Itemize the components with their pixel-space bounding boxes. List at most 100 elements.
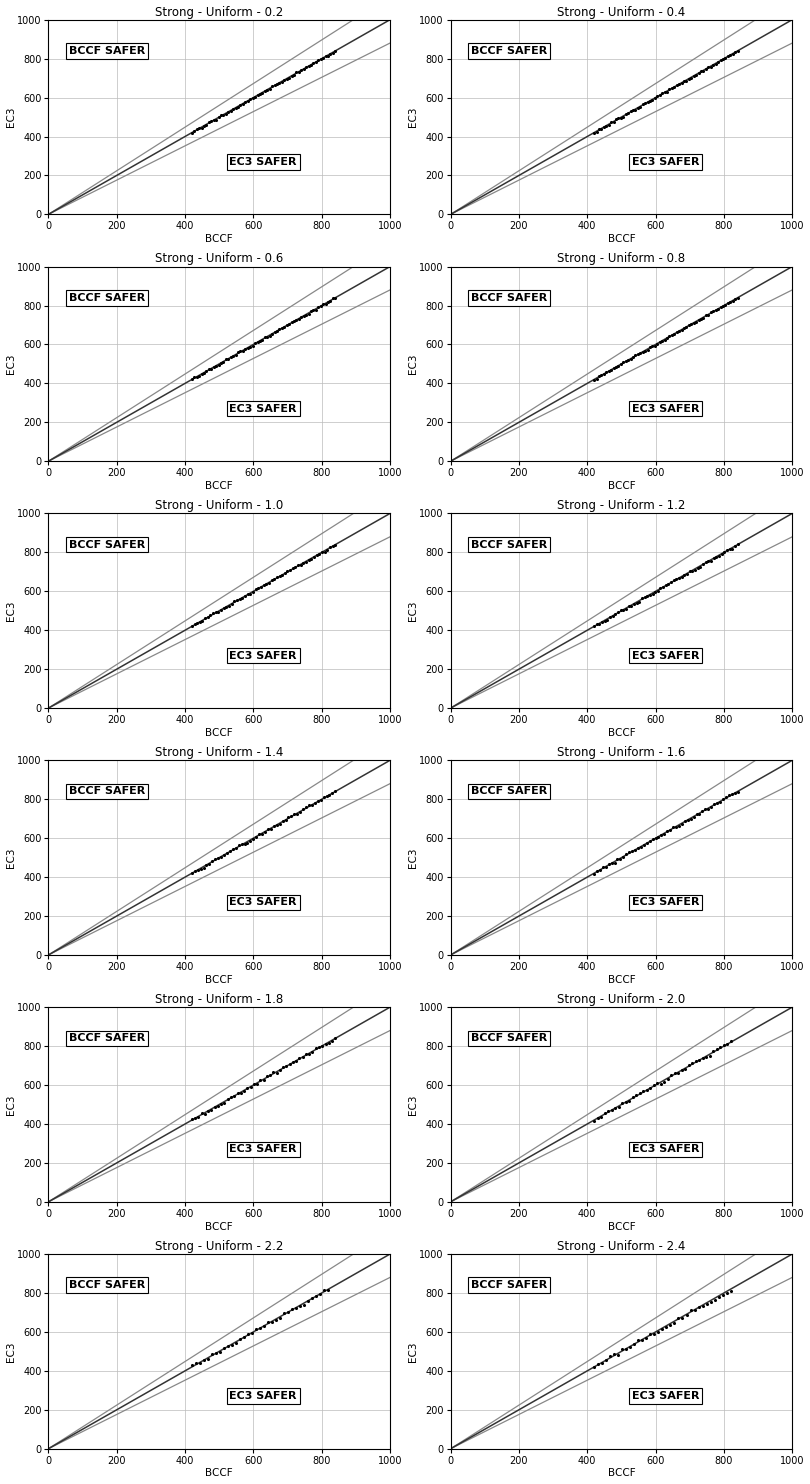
Text: EC3 SAFER: EC3 SAFER: [229, 157, 297, 166]
Point: [727, 42, 740, 65]
Point: [314, 295, 327, 319]
Point: [697, 59, 710, 83]
Point: [670, 815, 683, 838]
Point: [223, 594, 236, 617]
Point: [723, 537, 736, 561]
Point: [636, 340, 649, 364]
Point: [215, 1092, 228, 1116]
Point: [195, 1101, 208, 1125]
Point: [640, 1077, 653, 1101]
Point: [237, 1079, 250, 1103]
Point: [227, 344, 240, 368]
Point: [644, 1076, 657, 1100]
Point: [241, 335, 254, 359]
Point: [229, 96, 242, 120]
Point: [612, 601, 625, 625]
Point: [252, 576, 265, 600]
Point: [704, 1291, 717, 1315]
Point: [246, 334, 259, 358]
Point: [632, 1328, 645, 1352]
Point: [294, 1294, 307, 1318]
Point: [285, 64, 298, 88]
Point: [641, 583, 654, 607]
Point: [206, 849, 219, 873]
Point: [633, 95, 646, 119]
Point: [194, 610, 207, 634]
Point: [266, 1310, 279, 1334]
Point: [288, 309, 301, 332]
Point: [604, 111, 617, 135]
Point: [646, 827, 659, 850]
Text: BCCF SAFER: BCCF SAFER: [471, 46, 548, 56]
Point: [628, 592, 641, 616]
Point: [263, 77, 276, 101]
Point: [302, 548, 315, 571]
Point: [210, 353, 223, 377]
Point: [616, 105, 629, 129]
Point: [699, 797, 712, 821]
Point: [671, 1061, 684, 1085]
Point: [594, 858, 607, 881]
Point: [326, 781, 339, 804]
Point: [592, 117, 605, 141]
Point: [690, 62, 703, 86]
Point: [279, 807, 292, 831]
Point: [296, 797, 309, 821]
Y-axis label: EC3: EC3: [6, 601, 15, 620]
Point: [317, 292, 330, 316]
Point: [649, 580, 662, 604]
Point: [685, 312, 698, 335]
Point: [628, 1333, 641, 1356]
Point: [665, 76, 678, 99]
Point: [324, 42, 337, 65]
Point: [247, 1071, 260, 1095]
Point: [696, 798, 709, 822]
Point: [241, 831, 254, 855]
Point: [261, 79, 274, 102]
Point: [603, 605, 616, 629]
Point: [238, 585, 251, 608]
Point: [193, 364, 206, 387]
Point: [249, 577, 262, 601]
Point: [629, 98, 642, 122]
Point: [611, 847, 624, 871]
Point: [612, 1095, 625, 1119]
Point: [300, 303, 313, 326]
Point: [700, 1293, 713, 1316]
Point: [665, 570, 678, 594]
Point: [300, 795, 313, 819]
Point: [208, 1095, 221, 1119]
Point: [214, 1340, 227, 1364]
Point: [298, 1293, 311, 1316]
Point: [234, 1080, 247, 1104]
Point: [244, 582, 257, 605]
Point: [595, 1350, 608, 1374]
Point: [202, 110, 215, 134]
Point: [688, 558, 701, 582]
Point: [617, 598, 630, 622]
Point: [275, 316, 288, 340]
Point: [294, 800, 307, 824]
Point: [275, 562, 288, 586]
Point: [185, 367, 198, 390]
Point: [612, 107, 625, 131]
Point: [229, 837, 242, 861]
Point: [300, 1042, 313, 1066]
Point: [654, 577, 667, 601]
Point: [694, 555, 707, 579]
Point: [295, 58, 308, 82]
Point: [232, 340, 245, 364]
Point: [672, 813, 685, 837]
Point: [289, 555, 302, 579]
Point: [190, 365, 203, 389]
Point: [690, 310, 703, 334]
Point: [707, 546, 720, 570]
Point: [695, 59, 708, 83]
Point: [305, 792, 318, 816]
Point: [724, 291, 737, 315]
Point: [288, 64, 301, 88]
Point: [640, 831, 653, 855]
Point: [290, 61, 303, 85]
Point: [257, 1068, 270, 1092]
Point: [231, 588, 244, 611]
